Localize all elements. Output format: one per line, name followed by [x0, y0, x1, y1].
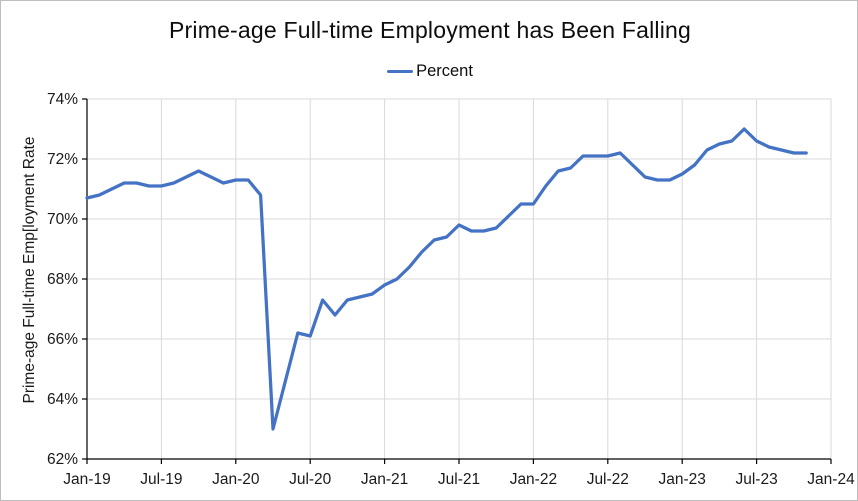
y-tick-label: 68%: [47, 271, 78, 288]
x-tick-label: Jan-23: [658, 471, 705, 488]
y-tick-label: 62%: [47, 451, 78, 468]
x-tick-label: Jan-22: [510, 471, 557, 488]
legend-label: Percent: [416, 62, 473, 80]
x-tick-label: Jul-23: [735, 471, 777, 488]
legend-line-icon: [387, 69, 414, 74]
x-tick-label: Jan-20: [212, 471, 260, 488]
x-tick-label: Jan-19: [63, 471, 110, 488]
y-axis-title: Prime-age Full-time Emp[loyment Rate: [21, 136, 38, 403]
x-tick-label: Jul-20: [289, 471, 332, 488]
chart-title: Prime-age Full-time Employment has Been …: [169, 17, 691, 43]
x-tick-label: Jul-22: [587, 471, 629, 488]
x-tick-label: Jan-24: [807, 471, 855, 488]
x-tick-label: Jan-21: [361, 471, 408, 488]
y-tick-label: 74%: [47, 91, 78, 108]
y-tick-label: 66%: [47, 331, 78, 348]
y-tick-label: 72%: [47, 151, 78, 168]
x-tick-label: Jul-19: [140, 471, 182, 488]
data-line-percent: [85, 127, 808, 431]
y-tick-label: 64%: [47, 391, 78, 408]
x-tick-label: Jul-21: [438, 471, 480, 488]
y-tick-label: 70%: [47, 211, 78, 228]
legend: Percent: [1, 62, 857, 81]
